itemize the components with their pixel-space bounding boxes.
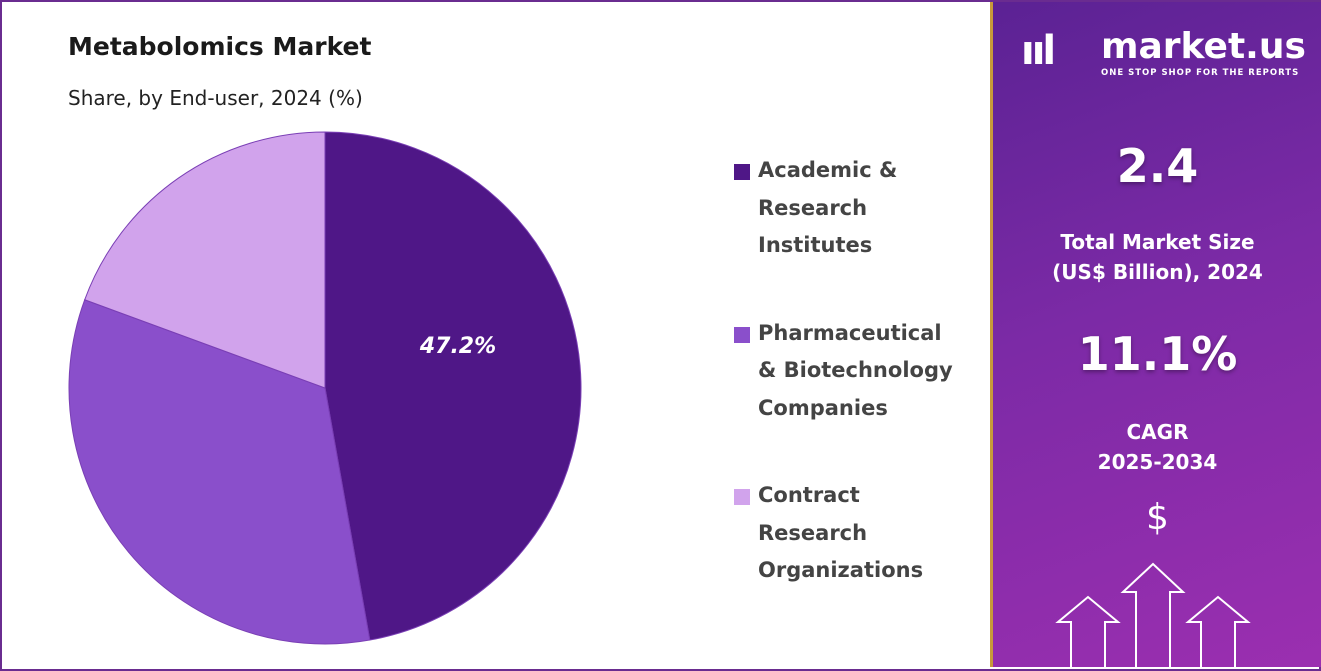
chart-title: Metabolomics Market <box>68 32 372 61</box>
market-size-label: Total Market Size <box>1060 230 1255 254</box>
market-us-logo: ııl market.us ONE STOP SHOP FOR THE REPO… <box>1021 26 1311 78</box>
legend-label: Research <box>758 195 868 220</box>
data-label-0: 47.2% <box>419 334 496 359</box>
legend: Academic & Research Institutes Pharmaceutic… <box>734 152 984 640</box>
growth-arrows-icon <box>1055 562 1251 667</box>
logo-tagline: ONE STOP SHOP FOR THE REPORTS <box>1101 68 1300 78</box>
cagr-value: 11.1% <box>1077 327 1238 381</box>
legend-item-2: Contract Research Organizations <box>734 477 984 590</box>
legend-label: Companies <box>758 395 888 420</box>
pie-slice-2 <box>84 131 326 389</box>
market-size-value: 2.4 <box>1116 139 1199 193</box>
legend-item-1: Pharmaceutical & Biotechnology Companies <box>734 315 984 428</box>
pie-slice-1 <box>68 299 371 645</box>
legend-swatch <box>734 164 750 180</box>
legend-swatch <box>734 326 750 343</box>
logo-mark-icon: ııl <box>1021 28 1056 74</box>
stats-panel: ııl market.us ONE STOP SHOP FOR THE REPO… <box>990 2 1321 667</box>
chart-subtitle: Share, by End-user, 2024 (%) <box>68 86 363 110</box>
legend-label: Contract <box>758 483 860 507</box>
legend-label: Research <box>758 520 868 545</box>
legend-label: & Biotechnology <box>758 358 953 382</box>
market-size-unit: (US$ Billion), 2024 <box>1052 260 1263 284</box>
pie-chart: 47.2% <box>68 131 582 645</box>
legend-label: Institutes <box>758 233 873 257</box>
legend-swatch <box>734 489 750 505</box>
legend-label: Academic & <box>758 158 898 182</box>
cagr-label: CAGR <box>1126 420 1189 444</box>
pie-slice-0 <box>324 131 582 641</box>
legend-label: Pharmaceutical <box>758 320 942 345</box>
legend-label: Organizations <box>758 558 924 582</box>
legend-item-0: Academic & Research Institutes <box>734 152 984 265</box>
logo-name: market.us <box>1101 26 1306 67</box>
cagr-period: 2025-2034 <box>1097 450 1218 474</box>
dollar-icon: $ <box>1146 497 1169 538</box>
